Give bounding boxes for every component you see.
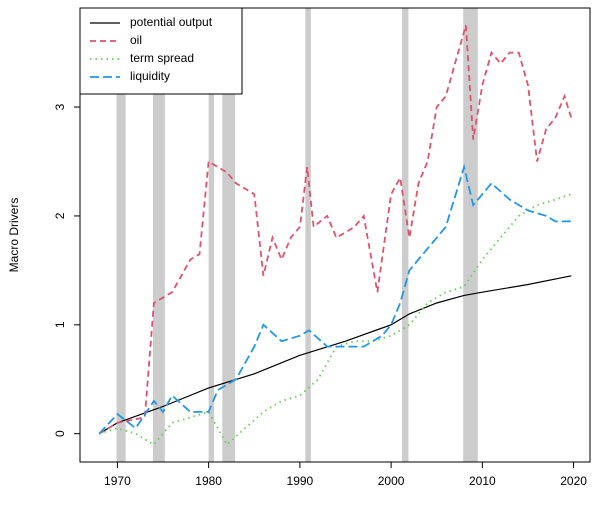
legend-label: liquidity: [130, 69, 170, 83]
plot-frame: [79, 7, 591, 463]
recession-band: [116, 8, 126, 462]
x-tick-label: 2000: [378, 474, 405, 488]
y-tick-label: 1: [53, 321, 67, 328]
recession-band: [305, 8, 311, 462]
recession-band: [463, 8, 478, 462]
recession-band: [152, 8, 165, 462]
x-tick-label: 2010: [469, 474, 496, 488]
legend-label: oil: [130, 33, 142, 47]
series-line: [98, 275, 572, 435]
x-tick-label: 2020: [560, 474, 587, 488]
x-tick-label: 1970: [104, 474, 131, 488]
series-line: [98, 163, 572, 435]
legend-label: term spread: [130, 51, 194, 65]
y-tick-label: 3: [53, 103, 67, 110]
legend-box: [79, 7, 243, 95]
legend-label: potential output: [130, 15, 213, 29]
legend: potential output oil term spread liquidity: [79, 7, 243, 95]
recession-band: [402, 8, 409, 462]
x-tick-label: 1990: [287, 474, 314, 488]
series-line: [98, 193, 572, 447]
y-axis-label: Macro Drivers: [7, 198, 21, 273]
recession-band: [222, 8, 236, 462]
x-tick-label: 1980: [195, 474, 222, 488]
y-tick-label: 2: [53, 212, 67, 219]
series-line: [98, 25, 573, 435]
recession-band: [208, 8, 215, 462]
y-tick-label: 0: [53, 430, 67, 437]
